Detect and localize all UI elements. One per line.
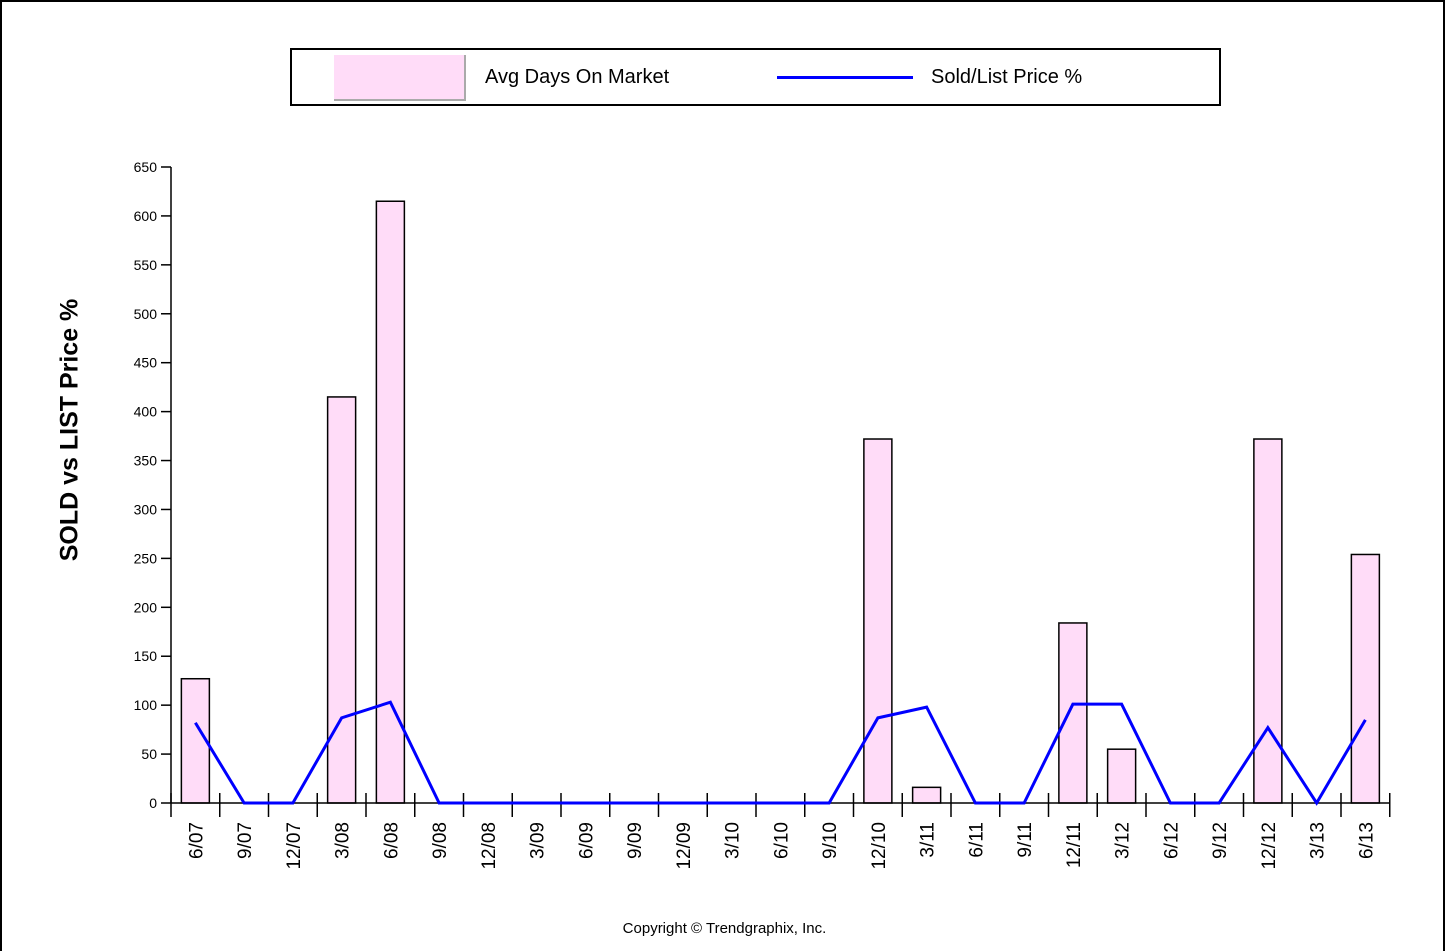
y-tick-label-100: 100	[134, 697, 158, 713]
x-tick-label-3/11: 3/11	[918, 822, 939, 858]
x-tick-label-3/13: 3/13	[1308, 822, 1329, 859]
y-tick-label-50: 50	[141, 746, 157, 762]
bar-6/08	[375, 200, 406, 804]
x-ticks: 6/07 9/07 12/07 3/08 6/08 9/08 12/08 3/09 6/09 9/…	[170, 793, 1391, 870]
x-tick-label-3/09: 3/09	[528, 822, 549, 859]
y-tick-label-250: 250	[134, 550, 158, 566]
y-tick-label-350: 350	[134, 453, 158, 469]
x-tick-label-6/13: 6/13	[1356, 822, 1377, 859]
bar-6/13	[1350, 553, 1381, 804]
y-tick-label-550: 550	[134, 257, 158, 273]
x-tick-label-9/11: 9/11	[1015, 822, 1036, 858]
y-tick-label-450: 450	[134, 355, 158, 371]
x-tick-label-9/12: 9/12	[1210, 822, 1231, 859]
legend: Avg Days On Market Sold/List Price %	[290, 48, 1221, 106]
x-tick-label-12/12: 12/12	[1259, 822, 1280, 870]
bar-12/11	[1058, 622, 1088, 804]
y-tick-label-650: 650	[134, 159, 158, 175]
x-tick-label-6/08: 6/08	[381, 822, 402, 859]
bar-series	[180, 200, 1381, 804]
y-tick-label-300: 300	[134, 501, 158, 517]
y-tick-label-600: 600	[134, 208, 158, 224]
x-tick-label-6/12: 6/12	[1161, 822, 1182, 859]
x-tick-label-12/09: 12/09	[674, 822, 695, 870]
bar-12/12	[1253, 438, 1283, 804]
legend-label-sold-list: Sold/List Price %	[931, 66, 1083, 88]
copyright-note: Copyright © Trendgraphix, Inc.	[622, 920, 827, 937]
x-tick-label-6/11: 6/11	[966, 822, 987, 858]
line-series-sold-list	[194, 700, 1367, 806]
x-tick-label-9/10: 9/10	[820, 822, 841, 859]
x-tick-label-12/10: 12/10	[869, 822, 890, 870]
y-tick-label-150: 150	[134, 648, 158, 664]
x-tick-label-12/07: 12/07	[284, 822, 305, 870]
x-tick-label-6/09: 6/09	[576, 822, 597, 859]
y-tick-label-0: 0	[149, 795, 157, 811]
bar-3/11	[911, 786, 942, 804]
bar-3/12	[1106, 748, 1137, 804]
x-tick-label-6/10: 6/10	[771, 822, 792, 859]
x-tick-label-9/09: 9/09	[625, 822, 646, 859]
legend-label-days-on-market: Avg Days On Market	[485, 66, 670, 88]
y-ticks: 0 50 100 150 200 250 300 350 400 450 500 550 600 650	[134, 159, 171, 811]
y-tick-label-500: 500	[134, 306, 158, 322]
x-tick-label-3/08: 3/08	[333, 822, 354, 859]
legend-line-sold-list	[777, 76, 913, 79]
y-tick-label-400: 400	[134, 404, 158, 420]
x-tick-label-12/08: 12/08	[479, 822, 500, 870]
x-tick-label-9/08: 9/08	[430, 822, 451, 859]
x-tick-label-6/07: 6/07	[186, 822, 207, 859]
y-tick-label-200: 200	[134, 599, 158, 615]
x-tick-label-3/10: 3/10	[723, 822, 744, 859]
legend-swatch-days-on-market	[334, 55, 466, 101]
bar-3/08	[326, 396, 357, 804]
x-tick-label-9/07: 9/07	[235, 822, 256, 859]
x-tick-label-12/11: 12/11	[1064, 822, 1085, 868]
bar-12/10	[863, 438, 893, 804]
x-tick-label-3/12: 3/12	[1113, 822, 1134, 859]
